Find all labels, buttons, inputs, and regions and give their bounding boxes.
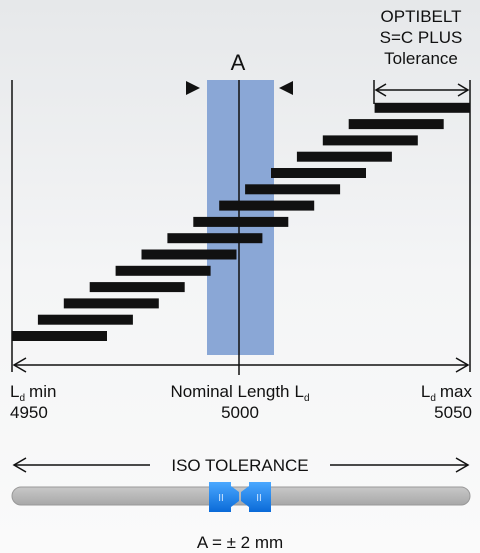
min-label: Ld min [10,382,56,404]
footer: A = ± 2 mm [197,533,283,552]
belt-bar [193,216,289,227]
handle-right[interactable] [241,482,271,512]
handle-left[interactable] [209,482,239,512]
belt-bar [245,184,341,195]
belt-bar [141,249,237,260]
belt-bar [37,314,133,325]
arrowhead [457,83,470,97]
nominal-value: 5000 [221,403,259,422]
handle-grip: II [218,493,224,504]
band-marker-right [279,81,293,95]
band-marker-left [186,81,200,95]
tolerance-label: OPTIBELT [381,7,462,26]
belt-bar [89,282,185,293]
handle-grip: II [256,493,262,504]
tolerance-label: S=C PLUS [380,28,463,47]
belt-bar [115,265,211,276]
belt-bar [348,119,444,130]
max-label: Ld max [421,382,473,404]
band-label: A [231,50,246,75]
belt-bar [271,168,366,178]
arrowhead [455,457,470,473]
arrowhead [12,357,27,373]
belt-bar [63,298,159,309]
belt-bar [374,102,470,113]
belt-bar [12,331,107,341]
belt-bars [12,102,470,341]
tolerance-label: Tolerance [384,49,458,68]
arrowhead [455,357,470,373]
iso-label: ISO TOLERANCE [171,456,308,475]
belt-bar [219,200,315,211]
slider-handle[interactable]: II II [209,482,271,512]
nominal-label: Nominal Length Ld [170,382,309,404]
belt-bar [296,151,392,162]
arrowhead [374,83,387,97]
min-value: 4950 [10,403,48,422]
max-value: 5050 [434,403,472,422]
belt-bar [322,135,418,146]
belt-bar [167,233,263,244]
arrowhead [12,457,27,473]
